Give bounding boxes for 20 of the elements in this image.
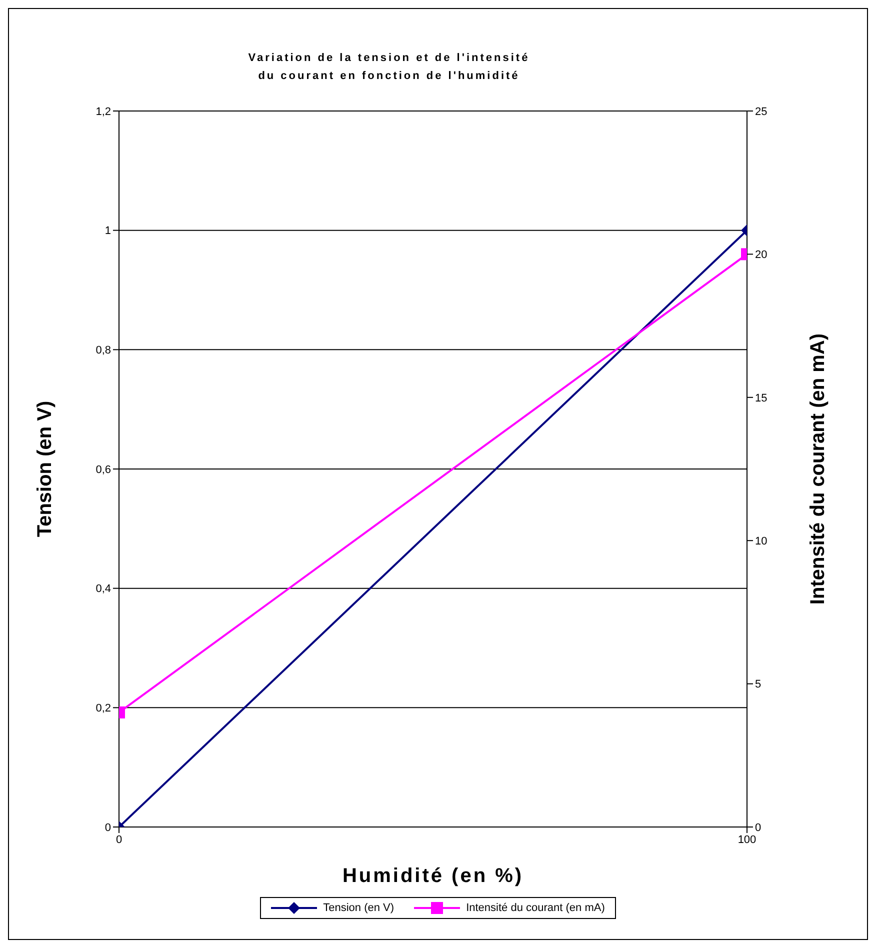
y2-tick-label: 5	[755, 678, 762, 691]
chart-title: Variation de la tension et de l'intensité du courant en fonction de l'humidité	[247, 51, 531, 84]
x-tick-label: 100	[738, 834, 756, 846]
y-axis-title: Tension (en V)	[34, 400, 56, 538]
y-tick-label: 0,4	[96, 583, 111, 596]
y-tick-label: 0	[104, 822, 111, 834]
y-tick-label: 0,6	[96, 464, 111, 476]
y-tick-label: 1,2	[96, 106, 111, 118]
y-tick-label: 1	[104, 225, 111, 238]
legend-label: Intensité du courant (en mA)	[466, 902, 605, 914]
y2-tick-label: 20	[755, 249, 768, 262]
y2-axis-title: Intensité du courant (en mA)	[807, 333, 830, 605]
y2-tick-label: 15	[755, 392, 768, 404]
y-tick-label: 0,8	[96, 344, 111, 357]
y2-tick-label: 0	[755, 822, 762, 834]
y-tick-label: 0,2	[96, 702, 111, 715]
y2-tick-label: 10	[755, 536, 768, 548]
y2-tick-label: 25	[755, 106, 768, 118]
legend-label: Tension (en V)	[323, 902, 394, 914]
x-axis-title: Humidité (en %)	[342, 865, 524, 887]
